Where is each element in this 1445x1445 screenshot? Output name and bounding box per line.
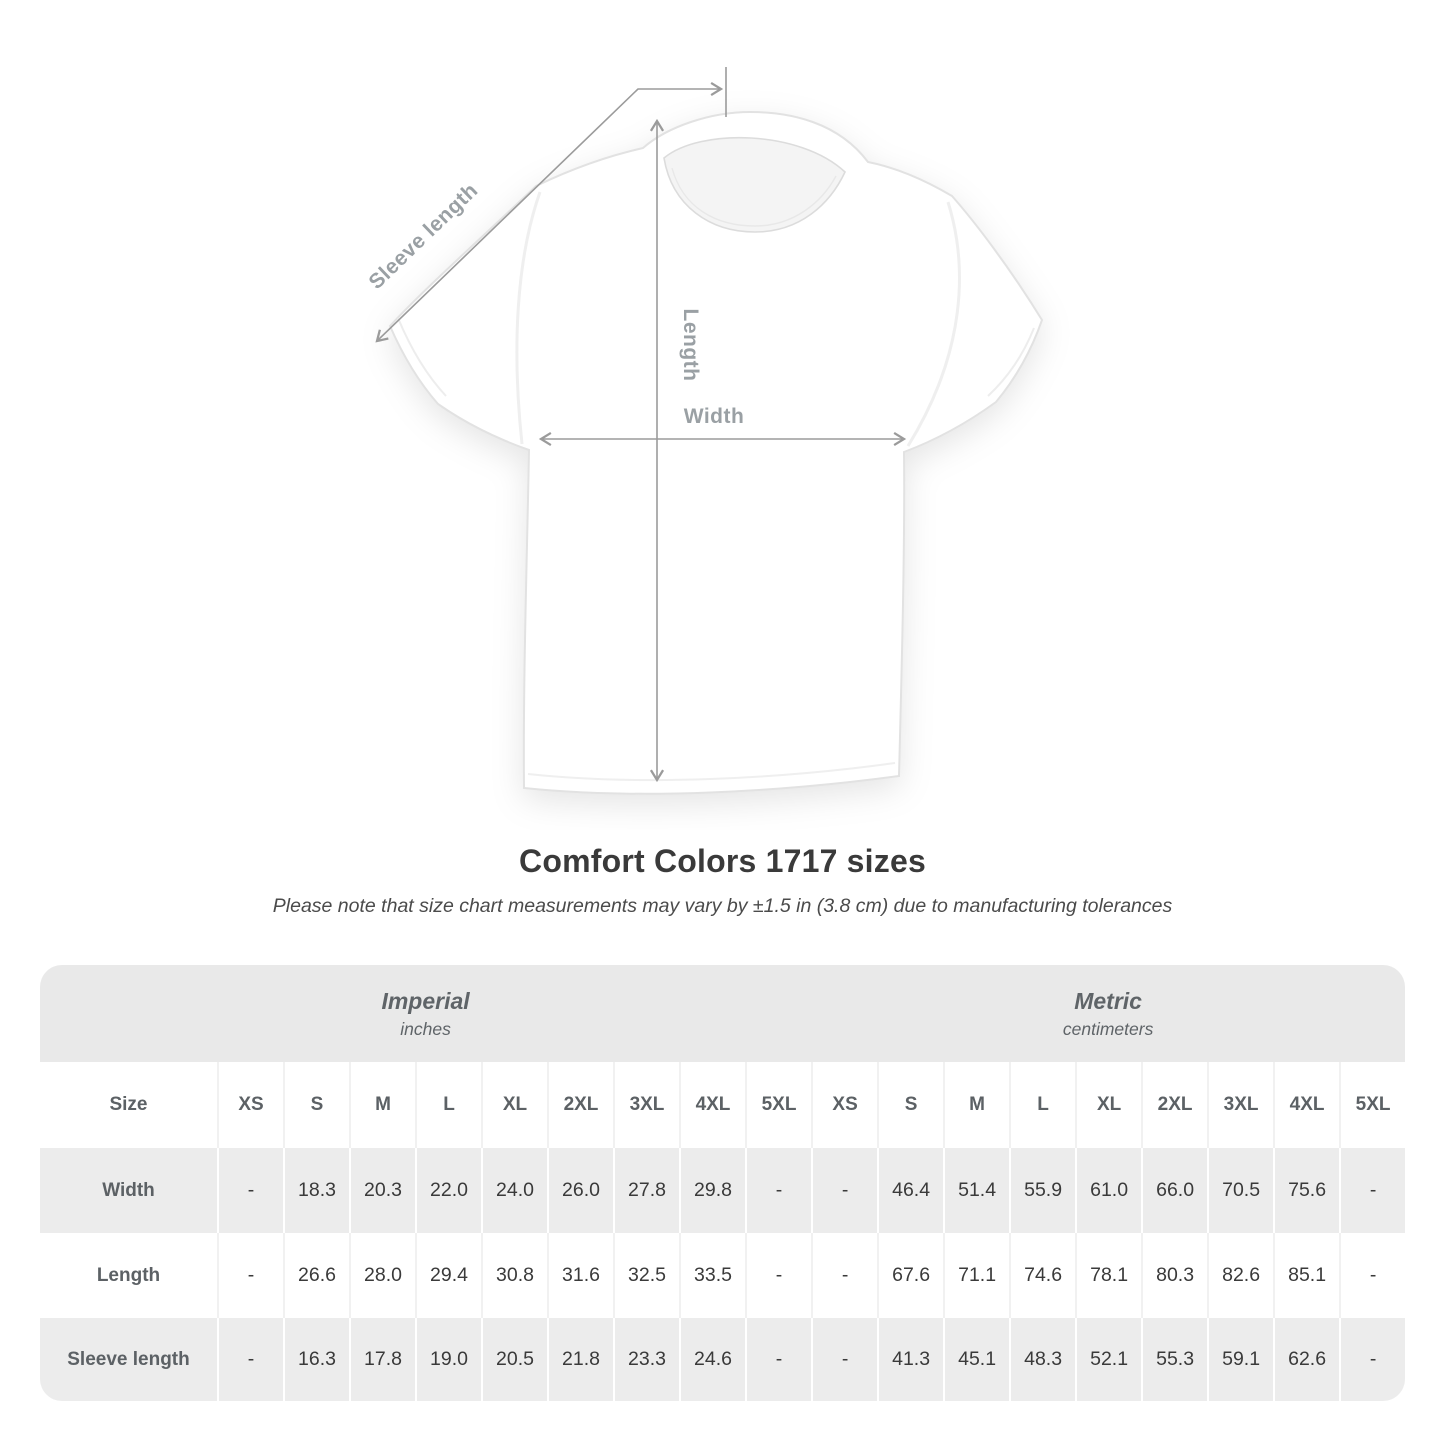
cell: -	[745, 1233, 811, 1318]
cell: 19.0	[415, 1318, 481, 1401]
size-col-metric-xl: XL	[1075, 1062, 1142, 1148]
size-col-imperial-3xl: 3XL	[613, 1062, 679, 1148]
table-row-width: Width - 18.3 20.3 22.0 24.0 26.0 27.8 29…	[40, 1148, 1406, 1233]
size-chart-table: Imperial inches Metric centimeters Size …	[40, 965, 1406, 1401]
size-col-imperial-xs: XS	[217, 1062, 283, 1148]
cell: -	[811, 1148, 878, 1233]
cell: 24.6	[679, 1318, 745, 1401]
cell: -	[217, 1148, 283, 1233]
row-label-width: Width	[40, 1148, 217, 1233]
cell: -	[811, 1233, 877, 1318]
size-guide-figure: Sleeve length Length Width	[364, 67, 1044, 795]
cell: 26.0	[547, 1148, 613, 1233]
cell: 20.5	[481, 1318, 547, 1401]
size-header-row: Size XS S M L XL 2XL 3XL 4XL 5XL XS S M …	[40, 1062, 1406, 1148]
cell: 28.0	[349, 1233, 415, 1318]
metric-band-unit: centimeters	[1062, 1019, 1154, 1040]
tolerance-note: Please note that size chart measurements…	[272, 895, 1173, 917]
table-row-length: Length - 26.6 28.0 29.4 30.8 31.6 32.5 3…	[40, 1233, 1405, 1318]
size-col-imperial-l: L	[415, 1062, 481, 1148]
cell: 59.1	[1207, 1318, 1274, 1401]
size-col-metric-xs: XS	[811, 1062, 878, 1148]
cell: 70.5	[1207, 1148, 1274, 1233]
cell: -	[745, 1148, 812, 1233]
imperial-band-unit: inches	[400, 1019, 451, 1040]
cell: 29.8	[679, 1148, 745, 1233]
cell: 33.5	[679, 1233, 745, 1318]
size-col-imperial-s: S	[283, 1062, 349, 1148]
cell: 18.3	[283, 1148, 349, 1233]
cell: -	[811, 1318, 878, 1401]
cell: 16.3	[283, 1318, 349, 1401]
cell: 46.4	[877, 1148, 944, 1233]
length-dimension-line: Length	[649, 118, 702, 783]
metric-band-title: Metric	[1074, 987, 1142, 1014]
row-label-length: Length	[96, 1264, 161, 1286]
table-row-sleeve-length: Sleeve length - 16.3 17.8 19.0 20.5 21.8…	[40, 1318, 1406, 1401]
cell: -	[1339, 1148, 1406, 1233]
cell: -	[217, 1318, 283, 1401]
cell: 52.1	[1075, 1318, 1142, 1401]
unit-band-row: Imperial inches Metric centimeters	[40, 965, 1406, 1062]
page-title: Comfort Colors 1717 sizes	[519, 843, 926, 879]
cell: 24.0	[481, 1148, 547, 1233]
cell: 22.0	[415, 1148, 481, 1233]
width-dimension-line: Width	[538, 405, 907, 447]
cell: 80.3	[1141, 1233, 1207, 1318]
size-col-imperial-2xl: 2XL	[547, 1062, 613, 1148]
cell: 20.3	[349, 1148, 415, 1233]
cell: 21.8	[547, 1318, 613, 1401]
cell: 85.1	[1273, 1233, 1339, 1318]
cell: -	[217, 1233, 283, 1318]
cell: -	[1339, 1318, 1406, 1401]
cell: 51.4	[943, 1148, 1010, 1233]
length-label: Length	[679, 309, 702, 382]
cell: -	[745, 1318, 812, 1401]
cell: 48.3	[1009, 1318, 1076, 1401]
size-col-imperial-m: M	[349, 1062, 415, 1148]
size-col-imperial-4xl: 4XL	[679, 1062, 745, 1148]
cell: 27.8	[613, 1148, 679, 1233]
size-col-metric-4xl: 4XL	[1273, 1062, 1340, 1148]
size-col-imperial-5xl: 5XL	[745, 1062, 812, 1148]
cell: 82.6	[1207, 1233, 1273, 1318]
cell: 74.6	[1009, 1233, 1075, 1318]
size-col-metric-2xl: 2XL	[1141, 1062, 1208, 1148]
size-col-imperial-xl: XL	[481, 1062, 547, 1148]
cell: 41.3	[877, 1318, 944, 1401]
metric-band: Metric centimeters	[811, 965, 1406, 1062]
cell: 55.3	[1141, 1318, 1208, 1401]
size-col-metric-3xl: 3XL	[1207, 1062, 1274, 1148]
cell: 71.1	[943, 1233, 1009, 1318]
size-col-metric-5xl: 5XL	[1339, 1062, 1406, 1148]
cell: -	[1339, 1233, 1405, 1318]
cell: 45.1	[943, 1318, 1010, 1401]
cell: 17.8	[349, 1318, 415, 1401]
cell: 78.1	[1075, 1233, 1141, 1318]
size-col-metric-s: S	[877, 1062, 944, 1148]
tshirt-diagram: Sleeve length Length Width	[364, 67, 1044, 795]
size-col-metric-m: M	[943, 1062, 1010, 1148]
cell: 31.6	[547, 1233, 613, 1318]
cell: 62.6	[1273, 1318, 1340, 1401]
cell: 67.6	[877, 1233, 943, 1318]
width-label: Width	[684, 405, 745, 428]
cell: 30.8	[481, 1233, 547, 1318]
cell: 75.6	[1273, 1148, 1340, 1233]
cell: 26.6	[283, 1233, 349, 1318]
imperial-band: Imperial inches	[40, 965, 812, 1062]
cell: 29.4	[415, 1233, 481, 1318]
cell: 66.0	[1141, 1148, 1208, 1233]
cell: 32.5	[613, 1233, 679, 1318]
cell: 23.3	[613, 1318, 679, 1401]
size-header-label: Size	[40, 1062, 217, 1148]
row-label-sleeve-length: Sleeve length	[40, 1318, 217, 1401]
imperial-band-title: Imperial	[381, 987, 470, 1014]
size-col-metric-l: L	[1009, 1062, 1076, 1148]
cell: 55.9	[1009, 1148, 1076, 1233]
cell: 61.0	[1075, 1148, 1142, 1233]
tshirt-image	[388, 110, 1044, 795]
